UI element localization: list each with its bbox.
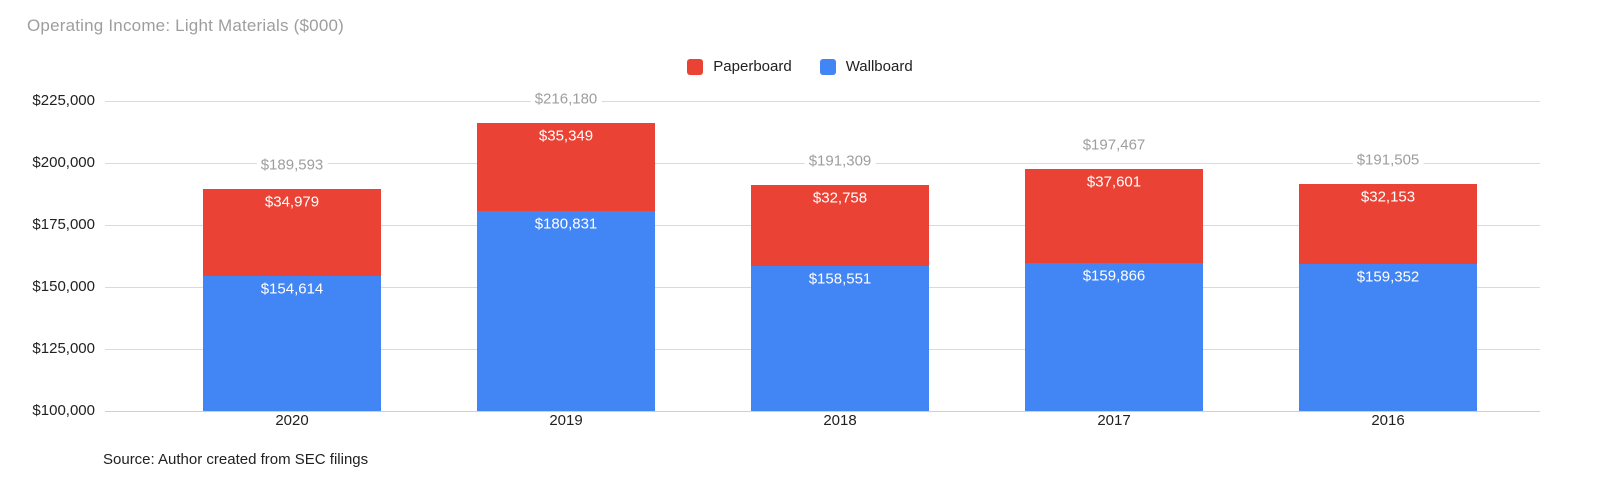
legend-item-wallboard[interactable]: Wallboard — [819, 58, 913, 75]
wallboard-value-label-2017: $159,866 — [1082, 267, 1146, 285]
total-value-label-2016: $191,505 — [1352, 150, 1424, 170]
total-value-label-2017: $197,467 — [1078, 135, 1150, 155]
y-axis-tick-label: $125,000 — [32, 340, 95, 357]
wallboard-value-label-2020: $154,614 — [260, 280, 324, 298]
chart-title: Operating Income: Light Materials ($000) — [27, 16, 344, 35]
y-axis-tick-label: $225,000 — [32, 92, 95, 109]
paperboard-value-label-2020: $34,979 — [264, 193, 320, 211]
wallboard-value-label-2019: $180,831 — [534, 215, 598, 233]
total-value-label-2020: $189,593 — [256, 155, 328, 175]
wallboard-value-label-2016: $159,352 — [1356, 268, 1420, 286]
wallboard-segment-2020[interactable] — [203, 275, 381, 411]
legend-label-wallboard: Wallboard — [845, 58, 913, 75]
gridline-100000 — [105, 411, 1540, 412]
paperboard-value-label-2017: $37,601 — [1086, 173, 1142, 191]
x-axis-label-2016: 2016 — [1371, 412, 1405, 429]
paperboard-value-label-2016: $32,153 — [1360, 188, 1416, 206]
wallboard-value-label-2018: $158,551 — [808, 270, 872, 288]
legend-label-paperboard: Paperboard — [713, 58, 792, 75]
paperboard-value-label-2018: $32,758 — [812, 189, 868, 207]
paperboard-segment-2017[interactable] — [1025, 169, 1203, 263]
y-axis-tick-label: $100,000 — [32, 402, 95, 419]
legend-item-paperboard[interactable]: Paperboard — [687, 58, 792, 75]
wallboard-segment-2017[interactable] — [1025, 262, 1203, 411]
x-axis-label-2019: 2019 — [549, 412, 583, 429]
paperboard-segment-2018[interactable] — [751, 184, 929, 266]
x-axis-label-2020: 2020 — [275, 412, 309, 429]
paperboard-segment-2019[interactable] — [477, 122, 655, 211]
y-axis-tick-label: $175,000 — [32, 216, 95, 233]
chart-legend: Paperboard Wallboard — [0, 58, 1600, 75]
total-value-label-2018: $191,309 — [804, 151, 876, 171]
y-axis-tick-label: $200,000 — [32, 154, 95, 171]
wallboard-segment-2018[interactable] — [751, 265, 929, 411]
gridline-225000 — [105, 101, 1540, 102]
paperboard-value-label-2019: $35,349 — [538, 127, 594, 145]
paperboard-segment-2020[interactable] — [203, 188, 381, 276]
x-axis-label-2018: 2018 — [823, 412, 857, 429]
wallboard-segment-2016[interactable] — [1299, 263, 1477, 411]
total-value-label-2019: $216,180 — [530, 89, 602, 109]
wallboard-segment-2019[interactable] — [477, 210, 655, 411]
source-note: Source: Author created from SEC filings — [103, 451, 369, 468]
paperboard-legend-swatch-icon — [687, 58, 704, 75]
x-axis-label-2017: 2017 — [1097, 412, 1131, 429]
wallboard-legend-swatch-icon — [819, 58, 836, 75]
y-axis-tick-label: $150,000 — [32, 278, 95, 295]
paperboard-segment-2016[interactable] — [1299, 184, 1477, 264]
